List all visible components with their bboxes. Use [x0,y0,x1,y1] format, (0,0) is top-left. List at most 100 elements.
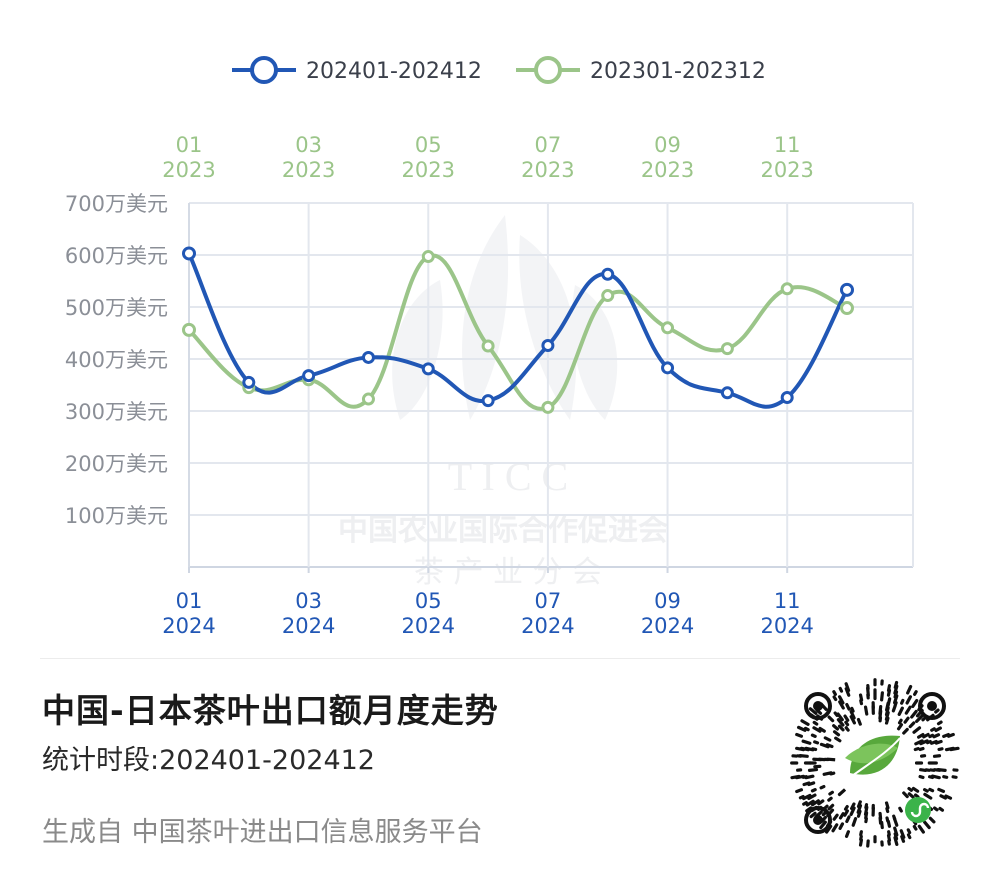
qr-module [838,822,845,830]
qr-module [904,705,912,715]
qr-module [896,723,904,731]
chart-title: 中国-日本茶叶出口额月度走势 [42,691,499,730]
qr-module [938,806,945,812]
qr-module [807,793,817,801]
qr-module [908,721,916,729]
x-top-tick-year: 2023 [402,158,455,182]
qr-module [843,714,850,722]
data-point-series-1 [661,321,675,335]
qr-module [892,816,899,827]
chart-legend: 202401-202412 202301-202312 [232,56,766,84]
qr-module [832,690,837,696]
qr-module [944,794,953,800]
x-top-tick-year: 2023 [760,158,813,182]
qr-module [913,793,920,799]
qr-module [934,739,943,745]
qr-module [837,695,845,705]
x-bottom-tick-month: 03 [295,589,322,613]
legend-item-series-0[interactable]: 202401-202412 [232,56,482,84]
qr-module [837,724,845,732]
legend-marker-series-1 [534,56,562,84]
qr-module [910,709,918,719]
qr-module [818,726,826,733]
qr-module [887,839,891,846]
qr-module [939,794,948,800]
qr-module [810,788,817,793]
x-bottom-tick-year: 2024 [282,614,335,638]
data-point-series-1 [541,400,555,414]
qr-module [928,816,936,824]
ticc-watermark: T I C C 中国农业国际合作促进会 茶 产 业 分 会 [338,215,668,590]
qr-module [907,786,913,792]
qr-module [790,774,801,780]
statistics-period: 统计时段:202401-202412 [42,745,375,776]
data-point-series-0 [840,282,854,297]
qr-module [906,684,913,695]
data-point-series-1 [361,392,375,406]
qr-module [838,700,845,710]
x-bottom-tick-month: 01 [176,589,203,613]
qr-module [832,695,838,702]
qr-module [917,733,925,739]
legend-label-series-1: 202301-202312 [590,59,766,84]
qr-module [885,806,890,814]
qr-code[interactable] [790,678,960,848]
data-point-series-0 [661,361,675,375]
data-point-series-0 [361,350,375,364]
qr-module [946,732,955,738]
qr-module [858,693,864,702]
x-bottom-tick-year: 2024 [760,614,813,638]
qr-module [919,739,929,746]
qr-module [930,774,941,780]
qr-module [827,715,835,723]
x-bottom-tick-month: 07 [535,589,562,613]
qr-module [858,838,864,847]
x-bottom-tick-year: 2024 [641,614,694,638]
qr-module [936,720,943,726]
qr-module [844,687,851,697]
y-tick-label: 600万美元 [65,244,168,268]
qr-module [827,803,835,811]
qr-module [843,809,849,817]
qr-module [819,820,827,830]
qr-module [911,698,919,708]
qr-module [798,794,805,800]
qr-module [845,815,851,824]
qr-module [934,726,942,733]
legend-label-series-0: 202401-202412 [306,59,482,84]
y-tick-label: 200万美元 [65,452,168,476]
qr-module [832,724,839,731]
legend-item-series-1[interactable]: 202301-202312 [516,56,766,84]
qr-module [833,711,839,717]
qr-module [949,746,960,752]
qr-module [802,801,808,806]
qr-module [795,746,806,752]
data-point-series-0 [780,390,794,404]
qr-module [850,802,856,811]
qr-module [884,801,890,810]
qr-module [828,790,834,796]
data-point-series-1 [601,289,615,303]
x-top-tick-month: 05 [415,133,442,157]
y-tick-label: 400万美元 [65,348,168,372]
data-point-series-1 [840,301,854,316]
qr-module [832,813,839,821]
watermark-line1: 中国农业国际合作促进会 [338,513,668,548]
qr-module [925,739,932,745]
qr-module [880,691,884,702]
qr-module [923,820,931,830]
qr-module [844,726,850,732]
qr-module [914,739,924,746]
x-top-tick-month: 07 [535,133,562,157]
qr-module [932,733,941,739]
qr-module [902,791,909,799]
qr-module [812,726,822,733]
qr-module [810,733,817,738]
qr-finder-ring [918,692,946,720]
qr-module [803,726,810,732]
footer-divider [40,658,960,659]
qr-module [912,726,922,734]
y-tick-label: 700万美元 [65,192,168,216]
qr-module [893,836,899,847]
x-bottom-tick-month: 09 [654,589,681,613]
